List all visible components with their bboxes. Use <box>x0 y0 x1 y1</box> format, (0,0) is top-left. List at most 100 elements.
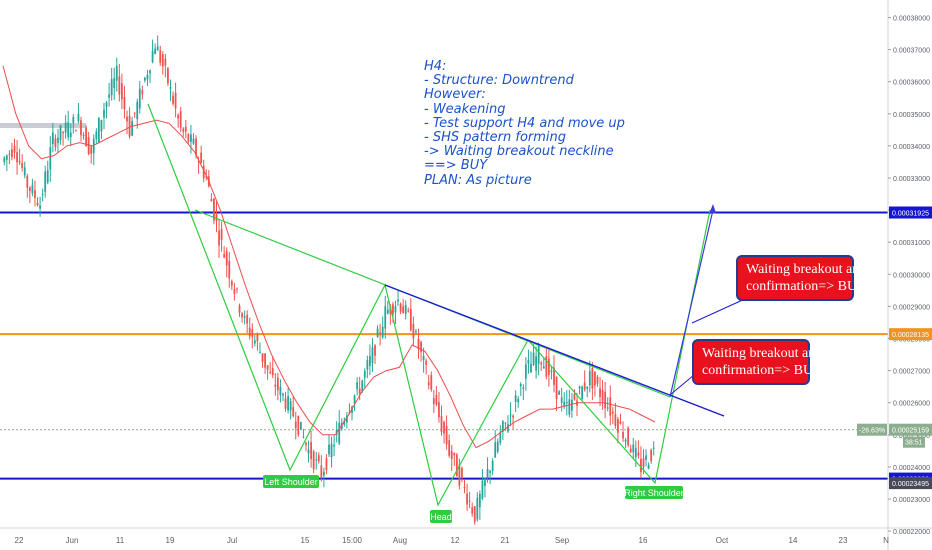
candle-body <box>466 493 468 505</box>
low-price-tag: 0.00023495 <box>892 481 929 488</box>
candle-body <box>218 230 220 246</box>
candle-body <box>609 397 612 416</box>
candle-body <box>345 415 348 423</box>
candle-body <box>3 157 6 163</box>
candle-body <box>21 162 24 169</box>
range-box <box>0 123 86 128</box>
candle-body <box>128 115 131 137</box>
candle-body <box>126 116 128 122</box>
note-line: - Weakening <box>424 101 506 117</box>
countdown-label: 38:51 <box>905 440 923 447</box>
candle-body <box>292 407 295 417</box>
candle-body <box>540 362 543 365</box>
candle-body <box>640 458 642 473</box>
candle-body <box>274 384 277 387</box>
pattern-label: Left Shoulder <box>264 477 318 487</box>
candle-body <box>210 199 213 202</box>
candle-body <box>624 439 627 442</box>
candle-body <box>637 452 640 456</box>
candle-body <box>51 132 54 145</box>
candle-body <box>23 167 26 176</box>
candle-body <box>430 375 433 390</box>
y-tick-label: 0.00037000 <box>893 48 930 55</box>
analysis-note: H4: - Structure: Downtrend However: - We… <box>424 59 625 188</box>
candle-body <box>307 449 310 454</box>
candle-body <box>195 138 197 156</box>
candle-body <box>49 147 52 170</box>
candle-body <box>514 395 517 402</box>
candle-body <box>131 120 134 136</box>
candle-body <box>578 386 581 389</box>
candle-body <box>80 120 82 136</box>
candle-body <box>108 94 111 98</box>
y-tick-label: 0.00036000 <box>893 80 930 87</box>
candle-body <box>74 130 77 132</box>
candle-body <box>279 386 282 395</box>
pattern-label: Right Shoulder <box>624 488 684 498</box>
candle-body <box>85 127 87 147</box>
candle-body <box>432 398 435 405</box>
candle-body <box>448 440 451 456</box>
candle-body <box>289 401 292 411</box>
candle-body <box>535 356 538 371</box>
note-line: - SHS pattern forming <box>424 130 567 146</box>
pct-change-label: -26.63% <box>859 428 885 435</box>
candle-body <box>550 370 553 372</box>
candle-body <box>322 471 325 476</box>
note-line: H4: <box>424 59 447 74</box>
candle-body <box>223 254 226 258</box>
candle-body <box>187 134 190 142</box>
candle-body <box>468 500 471 502</box>
candle-body <box>504 422 507 424</box>
candle-body <box>220 229 223 240</box>
candle-body <box>581 386 584 400</box>
candle-body <box>154 48 157 54</box>
candle-body <box>417 338 420 350</box>
candle-body <box>338 422 341 444</box>
candle-body <box>453 452 456 456</box>
candle-body <box>583 382 586 390</box>
candle-body <box>379 332 382 334</box>
candle-body <box>558 391 561 395</box>
candle-body <box>197 160 200 162</box>
candle-body <box>251 329 254 338</box>
candle-body <box>11 149 13 158</box>
candle-body <box>415 331 417 333</box>
candle-body <box>356 382 359 390</box>
candle-body <box>420 341 422 353</box>
x-tick-label: 19 <box>166 536 175 545</box>
candle-body <box>5 155 8 160</box>
candle-body <box>302 436 305 438</box>
candle-body <box>266 365 269 370</box>
candle-body <box>69 132 72 138</box>
candle-body <box>236 288 238 290</box>
candle-body <box>392 304 394 315</box>
candle-body <box>425 360 428 365</box>
candle-body <box>619 421 622 424</box>
candle-body <box>246 314 249 324</box>
candle-body <box>376 328 379 338</box>
x-tick-label: 16 <box>639 536 648 545</box>
candle-body <box>184 126 187 132</box>
pattern-label-bg <box>625 486 683 499</box>
callout-line: confirmation=> BUY <box>702 363 824 378</box>
candle-body <box>330 443 333 458</box>
candle-body <box>560 397 563 403</box>
candle-body <box>537 345 540 364</box>
candle-body <box>225 251 228 266</box>
y-tick-label: 0.00035000 <box>893 112 930 119</box>
candle-body <box>241 313 243 318</box>
y-tick-label: 0.00030000 <box>893 272 930 279</box>
candle-body <box>103 109 105 118</box>
note-line: However: <box>424 87 486 103</box>
candle-body <box>202 165 205 179</box>
candle-body <box>167 68 169 84</box>
callout-buy-upper: Waiting breakout and confirmation=> BUY <box>736 255 867 301</box>
candle-body <box>499 431 502 443</box>
candle-body <box>394 306 397 313</box>
candle-body <box>404 304 407 315</box>
candle-body <box>144 77 146 81</box>
candle-body <box>634 448 637 458</box>
candle-body <box>97 118 100 143</box>
